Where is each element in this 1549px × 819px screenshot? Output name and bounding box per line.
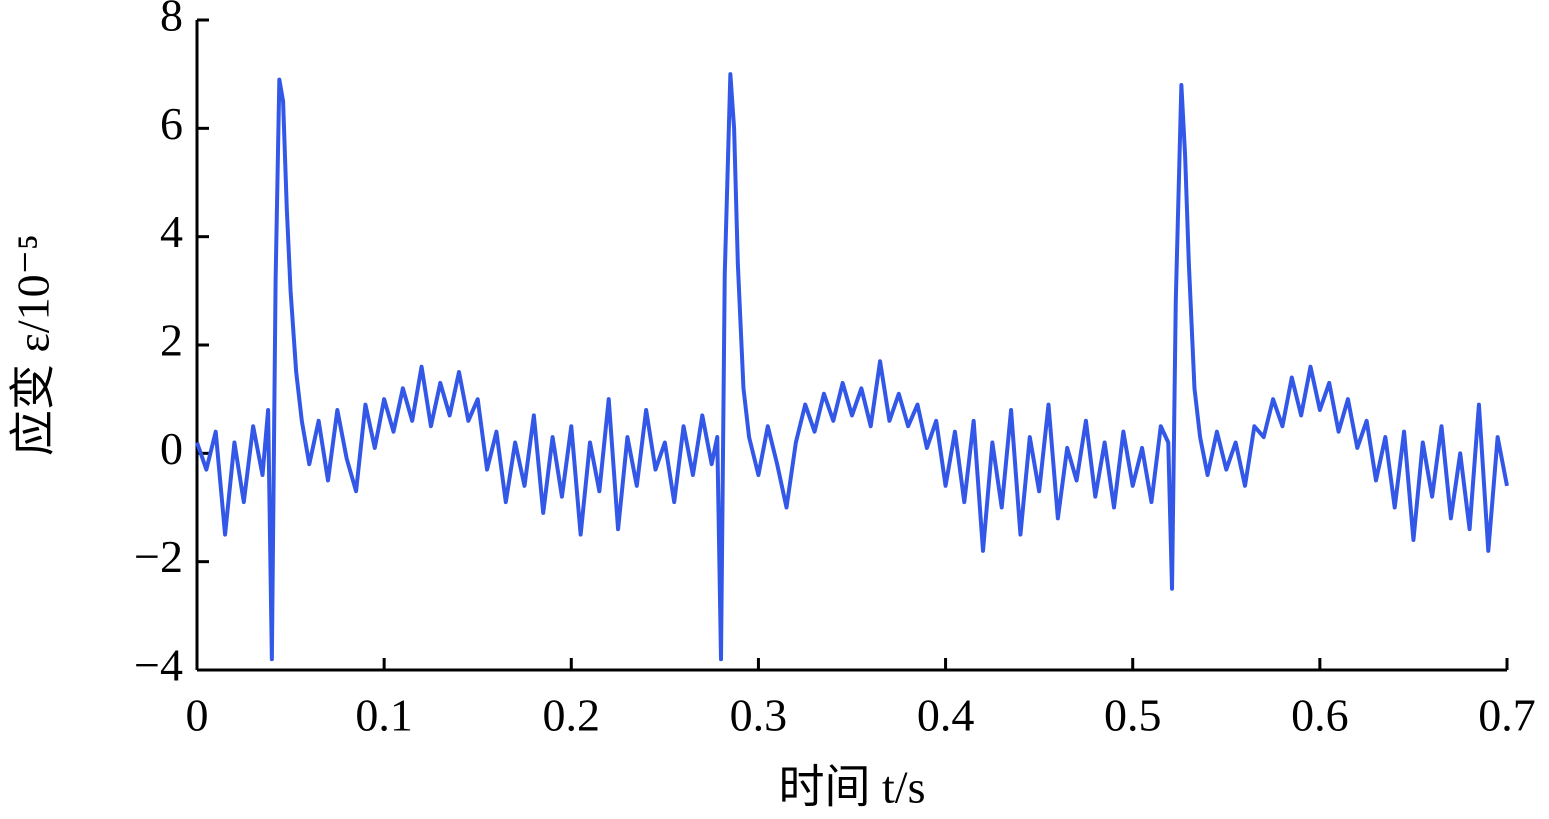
x-tick-label: 0.5 <box>1104 690 1162 741</box>
y-tick-label: 4 <box>160 206 183 257</box>
x-tick-label: 0.4 <box>917 690 975 741</box>
y-tick-label: 2 <box>160 315 183 366</box>
y-tick-label: 0 <box>160 423 183 474</box>
y-tick-label: −2 <box>134 531 183 582</box>
x-tick-label: 0.7 <box>1478 690 1536 741</box>
data-line <box>195 72 1509 662</box>
x-tick-label: 0.3 <box>730 690 788 741</box>
x-tick-label: 0.2 <box>543 690 601 741</box>
y-tick-label: −4 <box>134 640 183 691</box>
y-axis-label: 应变 ε/10⁻⁵ <box>8 234 59 456</box>
x-axis-label: 时间 t/s <box>779 762 926 813</box>
y-tick-label: 6 <box>160 98 183 149</box>
x-tick-label: 0 <box>186 690 209 741</box>
x-tick-label: 0.6 <box>1291 690 1349 741</box>
y-tick-label: 8 <box>160 0 183 41</box>
x-tick-label: 0.1 <box>355 690 413 741</box>
